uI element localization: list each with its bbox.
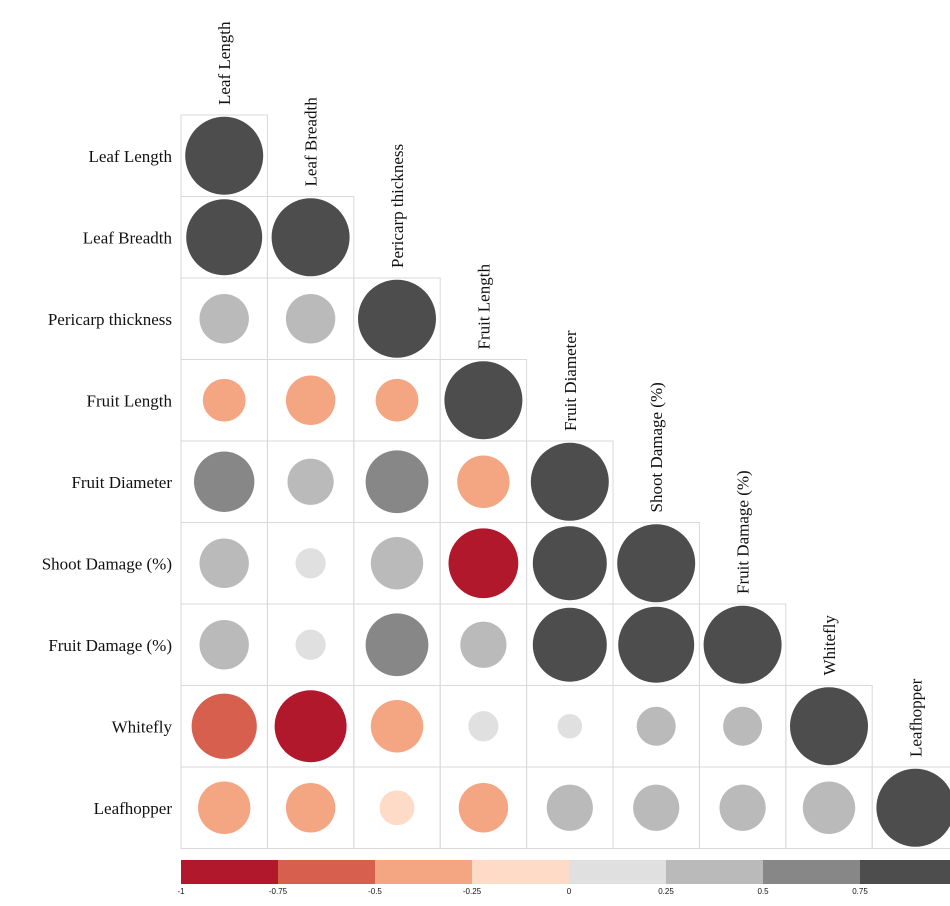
correlation-circle — [633, 784, 680, 831]
row-label: Fruit Length — [87, 391, 173, 410]
colorbar-segment — [569, 860, 667, 884]
correlation-circle — [358, 279, 436, 358]
correlation-circle — [703, 605, 782, 684]
row-label: Leaf Breadth — [83, 228, 173, 247]
correlation-circle — [719, 784, 766, 831]
correlation-circle — [444, 361, 523, 440]
correlation-circle — [285, 294, 336, 344]
correlation-circle — [295, 629, 326, 660]
correlation-circle — [199, 538, 249, 588]
correlation-circle — [370, 700, 424, 753]
correlation-circle — [379, 790, 415, 826]
correlation-circle — [365, 450, 429, 514]
row-label: Pericarp thickness — [48, 310, 172, 329]
colorbar-tick-label: -1 — [177, 887, 185, 896]
correlation-circle — [191, 693, 257, 759]
correlation-circle — [802, 781, 856, 834]
column-label: Leaf Breadth — [302, 97, 321, 187]
correlation-circle — [370, 537, 424, 590]
correlation-circle — [287, 458, 334, 505]
correlation-circle — [365, 613, 429, 677]
correlation-circle — [186, 199, 263, 276]
correlation-circle — [468, 711, 499, 742]
column-label: Fruit Damage (%) — [734, 470, 753, 594]
correlation-circle — [199, 294, 249, 344]
row-label: Leaf Length — [88, 147, 172, 166]
column-label: Fruit Length — [474, 264, 493, 350]
colorbar-segment — [666, 860, 764, 884]
correlation-circle — [271, 198, 350, 277]
correlation-circle — [295, 548, 326, 579]
correlation-circle — [790, 687, 868, 766]
correlation-circle — [532, 526, 607, 601]
correlation-circle — [448, 528, 519, 599]
correlation-circle — [199, 620, 249, 670]
colorbar-tick-label: -0.75 — [269, 887, 288, 896]
correlation-circle — [876, 768, 950, 847]
correlation-circle — [557, 713, 583, 739]
correlation-circle — [546, 784, 593, 831]
correlation-circle — [532, 607, 607, 682]
colorbar-segment — [472, 860, 570, 884]
correlation-circle — [202, 378, 246, 422]
correlation-circle — [457, 455, 510, 508]
cell-8-8 — [871, 766, 950, 849]
colorbar-tick-label: -0.25 — [463, 887, 482, 896]
correlation-circle — [460, 621, 507, 668]
colorbar-tick-label: 0.5 — [757, 887, 769, 896]
correlation-circle — [618, 606, 695, 683]
colorbar-segment — [181, 860, 279, 884]
colorbar-tick-label: -0.5 — [368, 887, 382, 896]
colorbar-segment — [375, 860, 473, 884]
correlation-circle — [274, 690, 347, 763]
colorbar-tick-label: 0.25 — [658, 887, 674, 896]
colorbar-tick-label: 0 — [567, 887, 572, 896]
correlation-circle — [530, 442, 609, 521]
row-label: Fruit Diameter — [71, 473, 172, 492]
correlation-circle — [194, 451, 255, 512]
correlation-circle — [285, 375, 336, 425]
correlation-circle — [285, 783, 336, 833]
correlation-circle — [198, 781, 251, 834]
column-label: Whitefly — [820, 615, 839, 676]
row-label: Fruit Damage (%) — [48, 636, 172, 655]
correlation-circle — [458, 783, 509, 833]
correlation-circle — [185, 116, 264, 195]
correlation-circle — [636, 706, 676, 746]
row-label: Leafhopper — [94, 799, 173, 818]
column-labels: Leaf Length Leaf Breadth Pericarp thicknes… — [215, 21, 925, 757]
column-label: Fruit Diameter — [561, 330, 580, 431]
colorbar: -1 -0.75 -0.5 -0.25 0 0.25 0.5 0.75 — [177, 860, 950, 896]
column-label: Shoot Damage (%) — [647, 382, 666, 512]
correlation-cells — [180, 114, 950, 849]
correlation-circle — [723, 706, 763, 746]
colorbar-segment — [278, 860, 376, 884]
column-label: Pericarp thickness — [388, 144, 407, 268]
colorbar-tick-label: 0.75 — [852, 887, 868, 896]
column-label: Leaf Length — [215, 21, 234, 105]
colorbar-segment — [763, 860, 861, 884]
row-labels: Leaf Length Leaf Breadth Pericarp thicknes… — [42, 147, 173, 818]
row-label: Whitefly — [112, 717, 173, 736]
colorbar-segment — [860, 860, 950, 884]
row-label: Shoot Damage (%) — [42, 554, 172, 573]
correlation-circle — [375, 378, 419, 422]
column-label: Leafhopper — [906, 678, 925, 757]
correlation-circle — [617, 524, 696, 603]
